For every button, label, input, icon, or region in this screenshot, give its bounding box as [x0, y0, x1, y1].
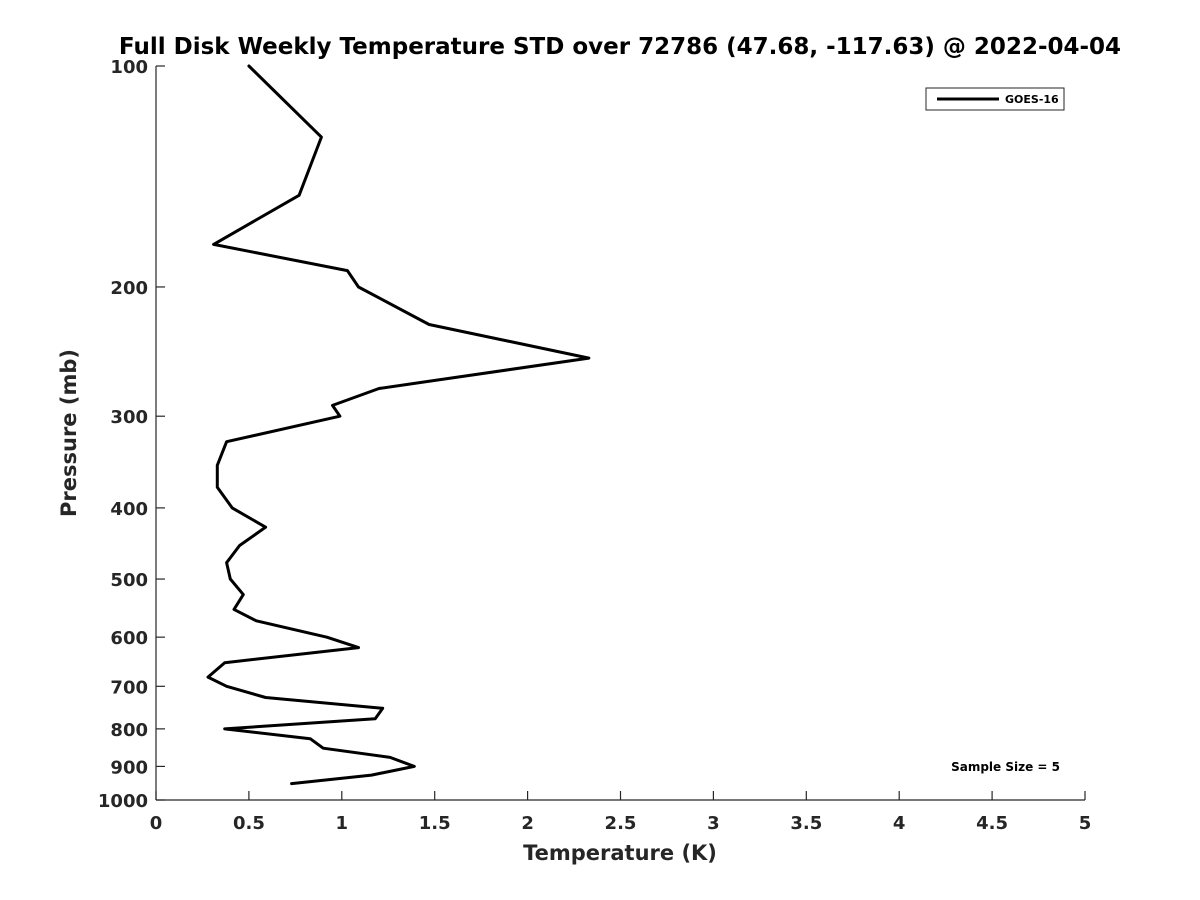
series-line-goes-16 [206, 64, 591, 786]
x-tick-label: 2.5 [605, 813, 637, 834]
y-tick-label: 600 [110, 628, 148, 649]
x-tick-label: 3.5 [790, 813, 822, 834]
y-tick-label: 500 [110, 570, 148, 591]
y-axis-ticks: 100 200 300 400 500 600 700 800 900 1000 [98, 57, 165, 812]
x-tick-label: 2 [521, 813, 534, 834]
y-tick-label: 200 [110, 278, 148, 299]
y-tick-label: 400 [110, 499, 148, 520]
y-tick-label: 100 [110, 57, 148, 78]
y-tick-label: 900 [110, 757, 148, 778]
x-axis-ticks: 0 0.5 1 1.5 2 2.5 3 3.5 4 4.5 5 [150, 791, 1092, 834]
x-tick-label: 5 [1079, 813, 1092, 834]
legend: GOES-16 [925, 87, 1065, 111]
x-tick-label: 4.5 [976, 813, 1008, 834]
x-tick-label: 3 [707, 813, 720, 834]
chart-title: Full Disk Weekly Temperature STD over 72… [119, 34, 1121, 60]
x-tick-label: 1 [336, 813, 349, 834]
x-tick-label: 4 [893, 813, 906, 834]
x-tick-label: 1.5 [419, 813, 451, 834]
y-tick-label: 300 [110, 407, 148, 428]
plot-area [156, 66, 1085, 800]
y-tick-label: 1000 [98, 791, 148, 812]
y-axis-label: Pressure (mb) [57, 349, 81, 517]
series-group [206, 64, 591, 786]
y-tick-label: 800 [110, 720, 148, 741]
x-tick-label: 0 [150, 813, 163, 834]
x-axis-label: Temperature (K) [523, 841, 717, 865]
legend-label-goes-16: GOES-16 [1005, 93, 1059, 106]
sample-size-annotation: Sample Size = 5 [951, 760, 1060, 774]
x-tick-label: 0.5 [233, 813, 265, 834]
y-tick-label: 700 [110, 677, 148, 698]
